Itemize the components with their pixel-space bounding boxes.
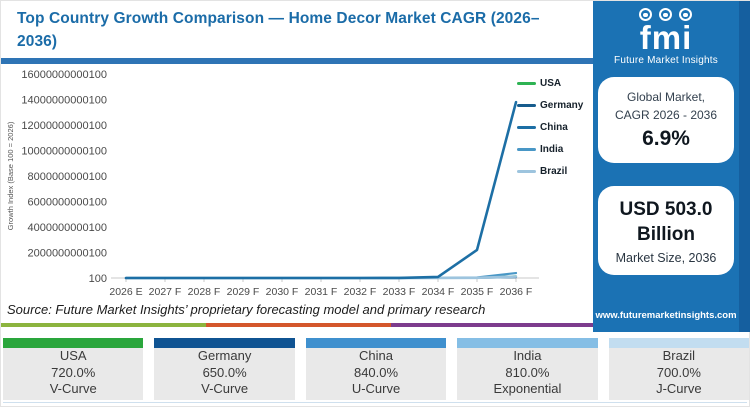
x-axis-tick-label: 2036 F [500, 286, 533, 296]
market-size-card: USD 503.0 Billion Market Size, 2036 [598, 186, 734, 275]
y-axis-title: Growth Index (Base 100 = 2026) [6, 121, 15, 230]
globe-icon [639, 8, 653, 21]
title-block: Top Country Growth Comparison — Home Dec… [1, 1, 593, 58]
country-cagr: 840.0% [353, 364, 399, 380]
website-link[interactable]: www.futuremarketinsights.com [595, 310, 737, 321]
brand-sidebar: fmi Future Market Insights Global Market… [593, 1, 750, 332]
y-axis-tick-label: 12000000000100 [21, 120, 107, 132]
country-card-header [608, 338, 750, 348]
country-curve: V-Curve [201, 381, 249, 396]
divider-purple-segment [391, 323, 593, 327]
country-name: China [359, 348, 393, 363]
legend-item-china: China [517, 116, 583, 138]
legend-label: USA [540, 77, 562, 89]
country-card-china: China 840.0% U-Curve [305, 338, 447, 400]
source-row: Source: Future Market Insights’ propriet… [1, 296, 593, 323]
x-axis-tick-label: 2032 F [344, 286, 377, 296]
legend-item-india: India [517, 138, 583, 160]
chart-legend: USA Germany China India Brazil [517, 72, 583, 182]
legend-swatch [517, 103, 536, 107]
cagr-card-line1: Global Market, [626, 90, 706, 105]
cagr-card-line2: CAGR 2026 - 2036 [614, 107, 718, 122]
legend-swatch [517, 147, 536, 151]
country-card-india: India 810.0% Exponential [457, 338, 598, 400]
country-card-header [154, 338, 295, 348]
country-name: Brazil [662, 348, 696, 363]
country-curve: V-Curve [49, 381, 97, 396]
legend-label: India [540, 143, 564, 155]
legend-item-germany: Germany [517, 94, 583, 116]
series-line-china [124, 100, 518, 280]
x-axis-tick-label: 2027 F [149, 286, 182, 296]
legend-swatch [517, 81, 536, 85]
country-card-header [457, 338, 598, 348]
country-card-germany: Germany 650.0% V-Curve [154, 338, 295, 400]
market-size-value-line1: USD 503.0 [619, 199, 713, 221]
page-title: Top Country Growth Comparison — Home Dec… [17, 10, 540, 51]
market-size-value-line2: Billion [636, 223, 696, 245]
y-axis-tick-label: 14000000000100 [21, 95, 107, 107]
fmi-logo: fmi Future Market Insights [614, 8, 718, 66]
legend-label: Germany [540, 99, 584, 111]
y-axis-tick-label: 100 [89, 273, 107, 285]
fmi-logo-icons [614, 8, 718, 21]
growth-line-chart: 16000000000100 14000000000100 120000000001… [6, 69, 539, 296]
y-axis-tick-label: 10000000000100 [21, 146, 107, 158]
source-text: Source: Future Market Insights’ propriet… [7, 302, 486, 317]
country-curve: J-Curve [656, 381, 702, 396]
x-axis-tick-label: 2033 F [383, 286, 416, 296]
country-card-header [305, 338, 447, 348]
x-axis-tick-label: 2028 F [188, 286, 221, 296]
legend-item-brazil: Brazil [517, 160, 583, 182]
compass-icon [659, 8, 673, 21]
legend-label: China [540, 121, 568, 133]
cagr-value: 6.9% [642, 127, 690, 151]
fmi-logo-brand: fmi [639, 19, 693, 56]
x-axis-tick-label: 2029 F [227, 286, 260, 296]
tricolor-divider [1, 323, 593, 327]
y-axis-tick-label: 6000000000100 [27, 197, 107, 209]
divider-green-segment [1, 323, 206, 327]
country-cagr: 650.0% [202, 364, 247, 380]
legend-swatch [517, 169, 536, 173]
x-axis-tick-label: 2026 E [109, 286, 142, 296]
country-name: Germany [197, 348, 252, 363]
y-axis-tick-label: 16000000000100 [21, 69, 107, 81]
chart-icon [679, 8, 693, 21]
country-curve: Exponential [493, 381, 562, 396]
country-card-usa: USA 720.0% V-Curve [3, 338, 144, 400]
country-cagr: 810.0% [505, 364, 550, 380]
fmi-logo-tagline: Future Market Insights [614, 55, 718, 67]
bottom-divider [3, 402, 747, 403]
country-name: USA [59, 348, 87, 363]
x-axis-tick-label: 2034 F [422, 286, 455, 296]
country-name: India [513, 348, 542, 363]
divider-orange-segment [206, 323, 391, 327]
legend-swatch [517, 125, 536, 129]
country-card-brazil: Brazil 700.0% J-Curve [608, 338, 750, 400]
country-cagr: 700.0% [656, 364, 701, 380]
market-size-label: Market Size, 2036 [615, 250, 717, 265]
chart-region: 16000000000100 14000000000100 120000000001… [1, 64, 593, 296]
y-axis-tick-label: 4000000000100 [27, 222, 107, 234]
country-curve: U-Curve [351, 381, 401, 396]
x-axis-tick-label: 2030 F [266, 286, 299, 296]
x-axis-tick-label: 2035 F [461, 286, 494, 296]
x-axis-tick-label: 2031 F [305, 286, 338, 296]
legend-label: Brazil [540, 165, 568, 177]
country-cards-row: USA 720.0% V-Curve Germany 650.0% V-Curve Chin… [1, 338, 750, 400]
legend-item-usa: USA [517, 72, 583, 94]
cagr-card: Global Market, CAGR 2026 - 2036 6.9% [598, 77, 734, 164]
title-underline [1, 58, 593, 64]
y-axis-tick-label: 8000000000100 [27, 171, 107, 183]
y-axis-tick-label: 2000000000100 [27, 248, 107, 260]
country-cagr: 720.0% [51, 364, 96, 380]
country-card-header [3, 338, 144, 348]
